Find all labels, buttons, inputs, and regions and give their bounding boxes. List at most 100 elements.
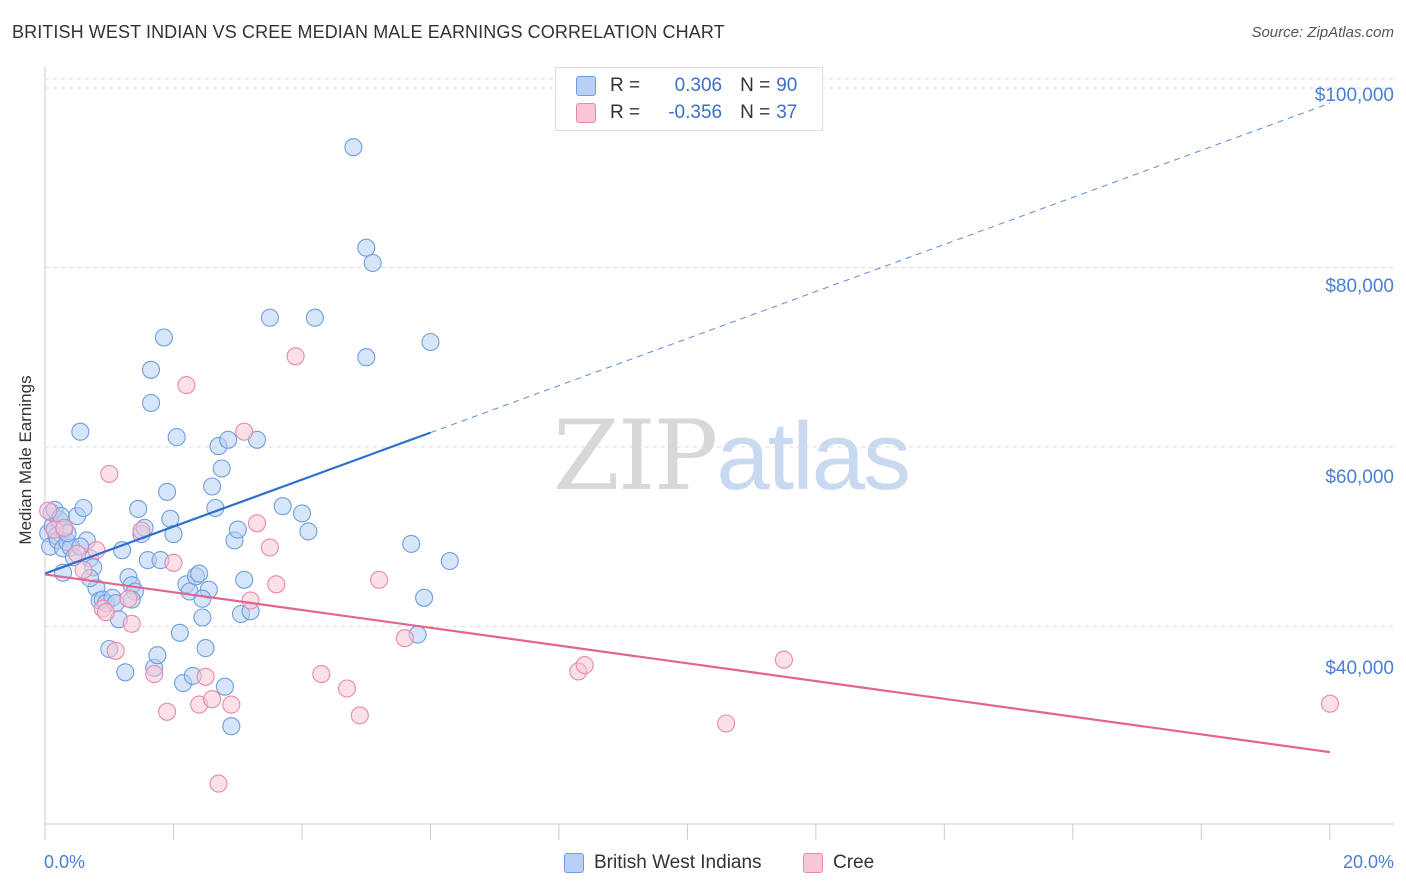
data-point-cree (717, 714, 736, 733)
y-tick-label-100000: $100,000 (1314, 85, 1394, 106)
data-point-cree (260, 538, 279, 557)
data-point-british-west-indians (170, 623, 189, 642)
data-point-british-west-indians (212, 459, 231, 478)
legend-n-value: 37 (776, 102, 798, 123)
x-tick-label-min: 0.0% (44, 852, 86, 872)
data-point-british-west-indians (421, 332, 440, 352)
x-tick-label-max: 20.0% (1342, 852, 1394, 872)
legend-item-cree[interactable]: Cree (803, 852, 874, 874)
data-point-cree (350, 706, 369, 725)
watermark-zip: ZIP (553, 400, 718, 512)
y-axis-label: Median Male Earnings (16, 375, 35, 545)
legend-label: Cree (833, 852, 875, 873)
data-point-cree (575, 656, 594, 675)
data-point-british-west-indians (196, 639, 215, 658)
data-point-british-west-indians (219, 430, 238, 449)
data-point-british-west-indians (193, 589, 212, 608)
data-point-cree (122, 614, 141, 633)
data-point-british-west-indians (167, 428, 186, 447)
data-point-british-west-indians (247, 430, 267, 449)
data-point-cree (119, 589, 138, 608)
trend-line-extension-british-west-indians (430, 102, 1331, 434)
data-point-cree (145, 665, 164, 684)
data-point-cree (235, 422, 254, 441)
y-axis-label-wrap: Median Male Earnings (14, 260, 38, 660)
data-point-british-west-indians (141, 360, 161, 379)
legend-n-label: N = (740, 102, 771, 123)
legend-r-label: R = (610, 102, 641, 123)
legend-n-value: 90 (776, 75, 798, 96)
y-tick-label-60000: $60,000 (1325, 467, 1394, 488)
data-point-cree (55, 518, 74, 537)
data-point-cree (74, 560, 93, 580)
data-point-british-west-indians (357, 238, 376, 257)
data-point-cree (312, 665, 331, 684)
data-point-cree (286, 347, 305, 366)
data-point-cree (337, 679, 357, 698)
data-point-british-west-indians (344, 138, 363, 157)
legend-row-british-west-indians: R = 0.306 N = 90 (576, 72, 797, 100)
y-tick-label-80000: $80,000 (1325, 276, 1394, 297)
data-point-cree (247, 514, 267, 533)
chart-title: BRITISH WEST INDIAN VS CREE MEDIAN MALE … (12, 22, 725, 42)
data-point-cree (164, 553, 183, 572)
legend-swatch-pink (803, 853, 823, 873)
data-point-british-west-indians (116, 663, 135, 682)
trend-line-cree (44, 573, 1331, 754)
data-point-british-west-indians (158, 482, 177, 501)
data-point-cree (370, 570, 389, 589)
y-tick-label-40000: $40,000 (1325, 658, 1394, 679)
data-point-british-west-indians (273, 497, 292, 516)
legend-item-british-west-indians[interactable]: British West Indians (564, 852, 762, 874)
data-point-cree (39, 501, 58, 520)
data-point-british-west-indians (74, 498, 93, 518)
stats-legend: R = 0.306 N = 90 R = -0.356 N = 37 (555, 67, 823, 131)
data-point-cree (1320, 694, 1340, 713)
data-point-british-west-indians (193, 608, 212, 627)
data-point-british-west-indians (292, 504, 312, 523)
data-point-cree (241, 591, 260, 610)
data-point-british-west-indians (190, 564, 209, 583)
data-point-cree (196, 667, 215, 686)
data-point-british-west-indians (71, 422, 90, 441)
data-point-british-west-indians (357, 348, 376, 367)
data-point-british-west-indians (415, 588, 434, 607)
data-point-british-west-indians (222, 717, 241, 736)
legend-r-label: R = (610, 75, 641, 96)
data-point-cree (222, 695, 241, 714)
watermark-atlas: atlas (716, 403, 911, 510)
data-point-british-west-indians (299, 522, 318, 541)
data-point-cree (203, 690, 222, 709)
data-point-british-west-indians (203, 477, 222, 496)
data-point-british-west-indians (363, 253, 382, 273)
legend-swatch-blue (564, 853, 584, 873)
watermark: ZIPatlas (553, 400, 911, 512)
legend-r-value: 0.306 (674, 75, 723, 96)
data-point-british-west-indians (440, 551, 459, 571)
data-point-cree (209, 774, 228, 793)
legend-n-label: N = (740, 75, 771, 96)
data-point-cree (106, 641, 125, 660)
data-point-british-west-indians (129, 499, 148, 518)
data-point-cree (267, 575, 286, 594)
data-point-british-west-indians (235, 570, 254, 589)
data-point-british-west-indians (228, 520, 247, 539)
data-point-cree (774, 650, 793, 669)
data-point-cree (158, 702, 177, 721)
data-point-cree (96, 603, 116, 622)
data-point-british-west-indians (154, 328, 173, 347)
legend-row-cree: R = -0.356 N = 37 (576, 99, 797, 127)
data-point-cree (177, 376, 196, 395)
data-point-cree (100, 464, 119, 483)
data-point-cree (87, 541, 106, 560)
data-point-british-west-indians (148, 646, 167, 665)
legend-label: British West Indians (594, 852, 762, 873)
legend-swatch-pink (576, 103, 596, 123)
source-label: Source: ZipAtlas.com (1251, 24, 1394, 41)
data-point-british-west-indians (260, 308, 279, 327)
legend-swatch-blue (576, 76, 596, 96)
data-point-cree (395, 629, 414, 648)
trend-line-british-west-indians (44, 431, 431, 575)
data-point-british-west-indians (402, 534, 421, 553)
